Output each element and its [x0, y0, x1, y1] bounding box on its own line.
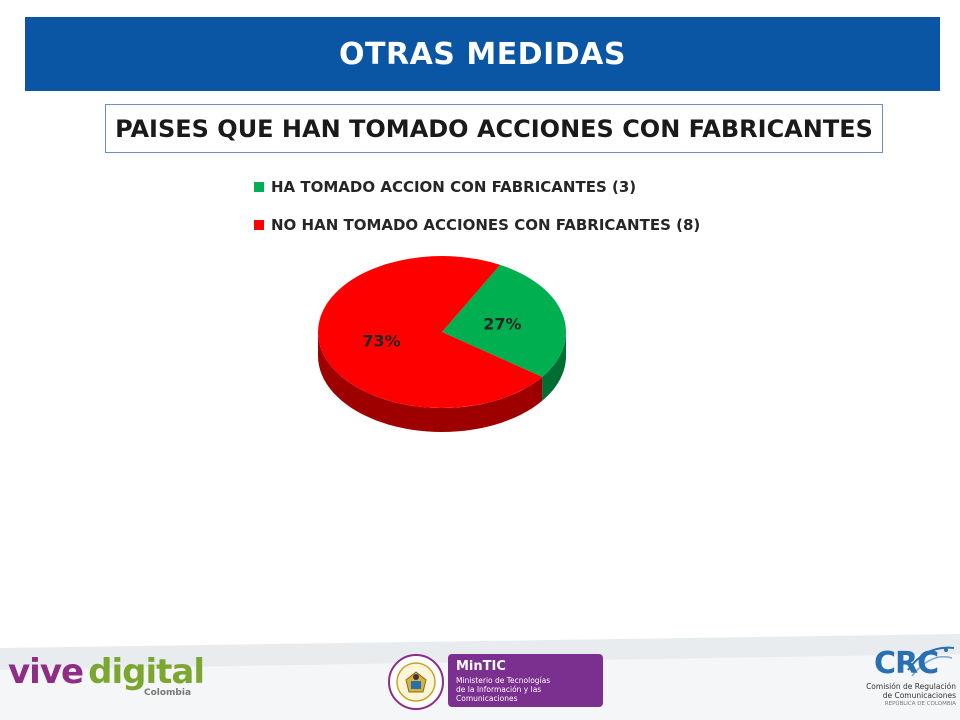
vive-digital-logo: vive digital Colombia — [8, 652, 205, 698]
crc-swoosh-icon — [907, 646, 955, 677]
legend-swatch-green — [254, 182, 264, 192]
mintic-title: MinTIC — [456, 659, 506, 674]
colombia-seal-icon — [388, 654, 444, 710]
crc-line1: Comisión de Regulación — [866, 682, 956, 691]
mintic-line2: de la Información y las Comunicaciones — [456, 685, 542, 703]
mintic-line1: Ministerio de Tecnologías — [456, 676, 551, 685]
legend-label: NO HAN TOMADO ACCIONES CON FABRICANTES (… — [271, 216, 701, 234]
crc-line2: de Comunicaciones — [882, 691, 956, 700]
crc-line3: REPÚBLICA DE COLOMBIA — [884, 701, 956, 707]
vive-digital-country: Colombia — [144, 688, 192, 698]
legend-swatch-red — [254, 220, 264, 230]
page-title: OTRAS MEDIDAS — [339, 36, 626, 72]
crc-logo-text: CRC — [874, 646, 939, 681]
legend-item-no-action: NO HAN TOMADO ACCIONES CON FABRICANTES (… — [254, 216, 700, 234]
pie-slice — [318, 256, 543, 409]
mintic-logo: MinTIC Ministerio de Tecnologías de la I… — [448, 654, 603, 707]
pie-slice-side — [542, 332, 566, 401]
chart-title-box: PAISES QUE HAN TOMADO ACCIONES CON FABRI… — [105, 104, 883, 153]
vive-word: vive — [8, 652, 84, 692]
header-bar: OTRAS MEDIDAS — [25, 17, 940, 91]
pie-chart: 27% 73% — [318, 256, 567, 432]
crc-logo-block: CRC Comisión de Regulación de Comunicaci… — [846, 640, 956, 712]
chart-legend: HA TOMADO ACCION CON FABRICANTES (3) NO … — [254, 178, 700, 254]
pie-slice-side — [318, 332, 543, 432]
pie-data-label: 27% — [483, 315, 521, 334]
pie-data-label: 73% — [362, 331, 400, 350]
legend-label: HA TOMADO ACCION CON FABRICANTES (3) — [271, 178, 637, 196]
pie-slice — [442, 264, 567, 377]
chart-title: PAISES QUE HAN TOMADO ACCIONES CON FABRI… — [115, 114, 873, 143]
legend-item-took-action: HA TOMADO ACCION CON FABRICANTES (3) — [254, 178, 700, 196]
digital-word: digital — [88, 652, 205, 692]
